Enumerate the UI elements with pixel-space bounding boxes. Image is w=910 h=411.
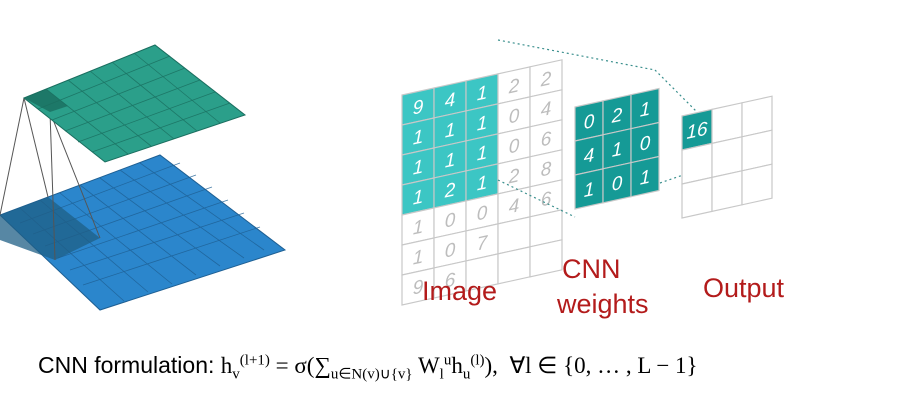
image-grid-value: 6 [541,188,552,211]
output-grid: 16 [681,95,773,219]
layer-stack-illustration [0,44,287,311]
image-grid-value: 2 [508,165,520,188]
image-grid-value: 0 [445,209,456,232]
image-grid-value: 4 [445,89,456,112]
image-grid-value: 1 [477,142,488,165]
image-grid-value: 1 [445,149,456,172]
image-grid-value: 1 [413,127,424,150]
image-grid-value: 9 [413,96,424,119]
output-grid-cell [711,170,743,213]
weights-grid-value: 0 [612,173,623,196]
cnn-formula: CNN formulation: hv(l+1) = σ(∑u∈N(v)∪{v}… [38,352,698,383]
formula-prefix: CNN formulation: [38,352,221,378]
image-grid-value: 1 [445,119,456,142]
output-grid-value: 16 [686,119,707,144]
receptive-field-region [0,197,100,260]
image-grid-value: 0 [509,135,520,158]
weights-grid-value: 1 [612,139,623,162]
cnn-weights-grid: 0 2 14 1 01 0 1 [574,87,660,210]
image-label: Image [422,276,497,306]
image-grid-value: 2 [444,179,456,202]
weights-label-line1: CNN [562,254,621,284]
image-grid-cell [497,246,531,285]
output-cell-highlight [24,89,68,112]
image-grid-value: 1 [413,157,424,180]
weights-grid-value: 1 [640,99,651,122]
image-grid-value: 4 [509,195,520,218]
image-grid-value: 1 [477,172,488,195]
top-feature-layer [23,44,247,163]
output-grid-cell [681,176,713,219]
image-grid-value: 0 [477,202,488,225]
weights-grid-value: 1 [640,167,651,190]
image-grid-value: 7 [477,232,489,255]
image-grid-value: 1 [477,112,488,135]
weights-label-line2: weights [556,289,649,319]
image-grid-value: 8 [541,158,552,181]
bottom-input-layer [0,154,287,311]
weights-grid-value: 4 [584,145,595,168]
image-grid-value: 2 [540,68,552,91]
weights-grid-value: 2 [611,105,623,128]
weights-grid-value: 1 [584,179,595,202]
image-grid-value: 0 [509,105,520,128]
image-grid-value: 1 [413,217,424,240]
image-grid-value: 1 [413,247,424,270]
output-grid-cell [741,163,773,206]
weights-grid-value: 0 [584,111,595,134]
image-grid-value: 6 [541,128,552,151]
image-grid-value: 6 [445,269,456,292]
image-grid: 9 4 1 2 21 1 1 0 41 1 1 0 61 2 1 2 81 0 0 4 61 0 79 6 [401,59,563,306]
weights-grid-cell [630,155,660,198]
image-grid-value: 4 [541,98,552,121]
image-grid-value: 1 [413,187,424,210]
image-grid-value: 1 [477,82,488,105]
output-label: Output [703,273,785,303]
image-grid-value: 9 [413,276,424,299]
image-grid-value: 2 [508,75,520,98]
image-grid-cell [529,239,563,278]
image-grid-value: 0 [445,239,456,262]
weights-grid-value: 0 [640,133,651,156]
